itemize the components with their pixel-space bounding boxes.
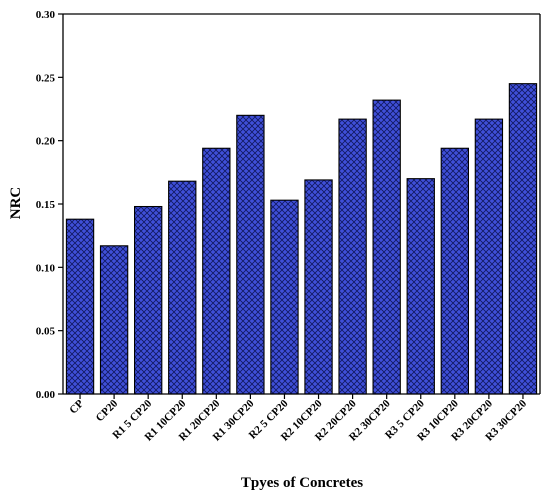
bar [236, 114, 265, 395]
x-tick-label: CP [67, 397, 86, 416]
y-axis-title: NRC [8, 187, 24, 220]
bar [406, 178, 435, 395]
bar [99, 245, 129, 395]
bar [304, 179, 333, 395]
y-tick-label: 0.20 [36, 136, 56, 148]
bar [65, 218, 95, 395]
bars-layer [65, 83, 538, 395]
y-tick-label: 0.30 [36, 9, 56, 21]
bar [474, 118, 504, 395]
y-tick-label: 0.05 [36, 326, 56, 338]
bar [440, 147, 470, 395]
y-tick-label: 0.10 [36, 262, 56, 274]
bar [508, 83, 538, 395]
y-tick-label: 0.00 [36, 389, 56, 401]
y-tick-label: 0.15 [36, 199, 56, 211]
y-ticks: 0.00 0.05 0.10 0.15 0.20 0.25 0.30 [36, 9, 63, 401]
y-tick-label: 0.25 [36, 72, 56, 84]
bar [134, 205, 163, 395]
x-tick-label: CP20 [94, 397, 121, 424]
bar [372, 99, 401, 395]
bar [202, 147, 231, 395]
x-axis-title: Tpyes of Concretes [241, 475, 363, 491]
bar [270, 199, 299, 395]
bar [338, 118, 367, 395]
bar [168, 180, 197, 395]
